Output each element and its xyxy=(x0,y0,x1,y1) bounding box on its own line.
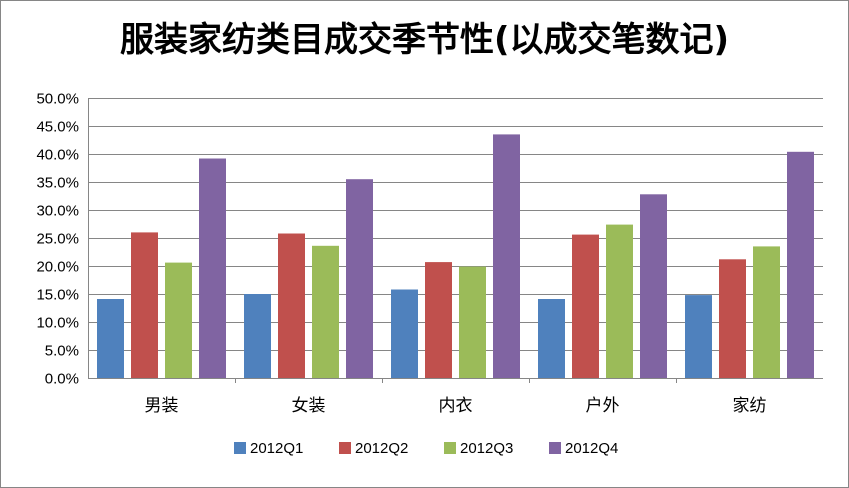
x-category-label: 男装 xyxy=(145,396,179,416)
y-tick-label: 40.0% xyxy=(36,147,79,164)
bar-2012q4-5 xyxy=(787,151,814,378)
legend-swatch-2012q4 xyxy=(549,442,561,454)
chart-title: 服装家纺类目成交季节性(以成交笔数记) xyxy=(119,20,730,60)
x-category-label: 女装 xyxy=(292,396,326,416)
legend-swatch-2012q2 xyxy=(339,442,351,454)
bar-2012q3-5 xyxy=(753,246,780,378)
axis-layer: 0.0% 5.0% 10.0% 15.0% 20.0% 25.0% 30.0% 35.0% 40… xyxy=(36,91,823,416)
bar-2012q1-5 xyxy=(685,295,712,378)
bar-2012q3-1 xyxy=(165,262,192,378)
bar-2012q3-4 xyxy=(606,224,633,378)
bar-2012q1-3 xyxy=(391,289,418,378)
bar-2012q2-5 xyxy=(719,259,746,378)
legend-label-2012q2: 2012Q2 xyxy=(355,440,408,457)
y-tick-label: 50.0% xyxy=(36,91,79,108)
grid-layer xyxy=(88,98,823,351)
bar-2012q4-4 xyxy=(640,194,667,378)
y-tick-label: 35.0% xyxy=(36,175,79,192)
bar-2012q2-2 xyxy=(278,233,305,378)
y-tick-label: 10.0% xyxy=(36,315,79,332)
bar-2012q2-4 xyxy=(572,234,599,378)
y-tick-label: 25.0% xyxy=(36,231,79,248)
legend-label-2012q1: 2012Q1 xyxy=(250,440,303,457)
x-category-label: 内衣 xyxy=(439,396,473,416)
y-tick-label: 0.0% xyxy=(45,371,79,388)
y-tick-label: 5.0% xyxy=(45,343,79,360)
bar-layer xyxy=(97,134,814,378)
bar-2012q4-2 xyxy=(346,179,373,378)
x-category-label: 户外 xyxy=(586,396,620,416)
bar-2012q3-3 xyxy=(459,266,486,378)
bar-2012q4-3 xyxy=(493,134,520,378)
legend-label-2012q3: 2012Q3 xyxy=(460,440,513,457)
bar-2012q4-1 xyxy=(199,158,226,378)
bar-2012q3-2 xyxy=(312,245,339,378)
legend-layer: 2012Q1 2012Q2 2012Q3 2012Q4 xyxy=(234,440,618,457)
y-tick-label: 15.0% xyxy=(36,287,79,304)
bar-2012q1-1 xyxy=(97,299,124,378)
bar-2012q1-4 xyxy=(538,299,565,378)
x-category-label: 家纺 xyxy=(733,396,767,416)
y-tick-label: 45.0% xyxy=(36,119,79,136)
legend-swatch-2012q1 xyxy=(234,442,246,454)
bar-2012q1-2 xyxy=(244,294,271,378)
bar-2012q2-3 xyxy=(425,262,452,378)
y-tick-label: 30.0% xyxy=(36,203,79,220)
y-tick-label: 20.0% xyxy=(36,259,79,276)
legend-label-2012q4: 2012Q4 xyxy=(565,440,618,457)
legend-swatch-2012q3 xyxy=(444,442,456,454)
bar-2012q2-1 xyxy=(131,232,158,378)
